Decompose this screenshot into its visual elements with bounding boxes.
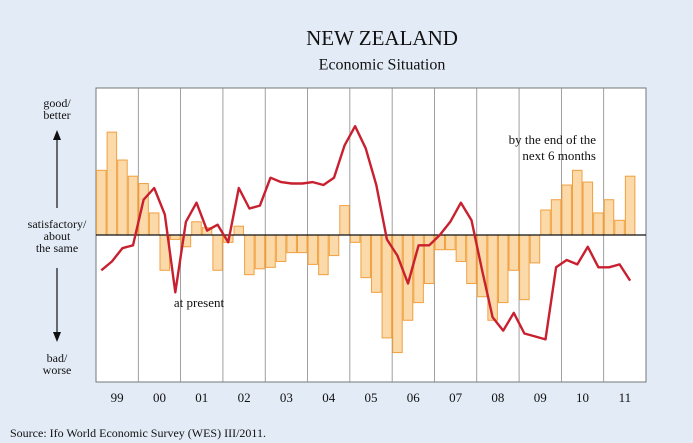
bar bbox=[593, 212, 604, 236]
bar bbox=[381, 234, 393, 339]
bar bbox=[571, 169, 583, 236]
bar bbox=[96, 169, 107, 236]
bar bbox=[339, 205, 350, 236]
bar bbox=[307, 234, 319, 265]
y-side-label: satisfactory/ bbox=[28, 217, 87, 231]
down-arrow-head bbox=[53, 332, 61, 342]
annotation: by the end of the bbox=[509, 132, 597, 147]
bar bbox=[148, 212, 160, 236]
y-side-label: better bbox=[43, 108, 70, 122]
line bbox=[100, 125, 632, 341]
bar bbox=[286, 234, 297, 254]
x-tick-label: 99 bbox=[111, 390, 124, 405]
bar bbox=[529, 234, 541, 264]
bar bbox=[445, 234, 456, 251]
chart-title: NEW ZEALAND bbox=[306, 26, 458, 50]
x-tick-label: 09 bbox=[534, 390, 547, 405]
bar bbox=[614, 219, 625, 236]
y-side-label: bad/ bbox=[47, 351, 68, 365]
bar bbox=[582, 181, 594, 236]
bar bbox=[117, 159, 128, 236]
bar bbox=[561, 184, 572, 236]
y-side-label: good/ bbox=[43, 96, 71, 110]
bar bbox=[296, 234, 308, 254]
x-tick-label: 03 bbox=[280, 390, 293, 405]
annotation: at present bbox=[174, 295, 225, 310]
bar bbox=[497, 234, 509, 304]
bar bbox=[550, 199, 562, 236]
source: Source: Ifo World Economic Survey (WES) … bbox=[10, 426, 266, 440]
x-tick-label: 00 bbox=[153, 390, 166, 405]
bar bbox=[455, 234, 467, 262]
bar bbox=[540, 209, 551, 236]
y-side-label: worse bbox=[43, 363, 72, 377]
x-tick-label: 10 bbox=[576, 390, 589, 405]
bar bbox=[624, 175, 636, 236]
bar bbox=[244, 234, 255, 276]
bar bbox=[275, 234, 287, 262]
bar bbox=[519, 234, 530, 301]
bar bbox=[318, 234, 329, 276]
bar bbox=[170, 234, 181, 240]
annotation: next 6 months bbox=[522, 148, 596, 163]
bar bbox=[603, 199, 615, 236]
x-tick-label: 04 bbox=[322, 390, 336, 405]
x-tick-label: 07 bbox=[449, 390, 463, 405]
bar bbox=[191, 221, 202, 236]
y-side-label: the same bbox=[36, 241, 78, 255]
chart-subtitle: Economic Situation bbox=[319, 57, 446, 74]
x-tick-label: 06 bbox=[407, 390, 421, 405]
bar bbox=[212, 234, 223, 271]
bar bbox=[371, 234, 382, 293]
x-tick-label: 01 bbox=[195, 390, 208, 405]
bar bbox=[349, 234, 361, 243]
bar bbox=[233, 225, 245, 236]
x-tick-label: 02 bbox=[238, 390, 251, 405]
x-tick-label: 05 bbox=[365, 390, 378, 405]
bar bbox=[360, 234, 371, 279]
x-tick-label: 11 bbox=[619, 390, 632, 405]
x-tick-label: 08 bbox=[491, 390, 504, 405]
bar bbox=[328, 234, 340, 257]
y-side-label: about bbox=[44, 229, 71, 243]
bar bbox=[254, 234, 266, 270]
bar bbox=[265, 234, 276, 268]
bar bbox=[508, 234, 520, 271]
bar bbox=[106, 131, 118, 236]
bar bbox=[466, 234, 477, 285]
up-arrow-head bbox=[53, 130, 61, 140]
